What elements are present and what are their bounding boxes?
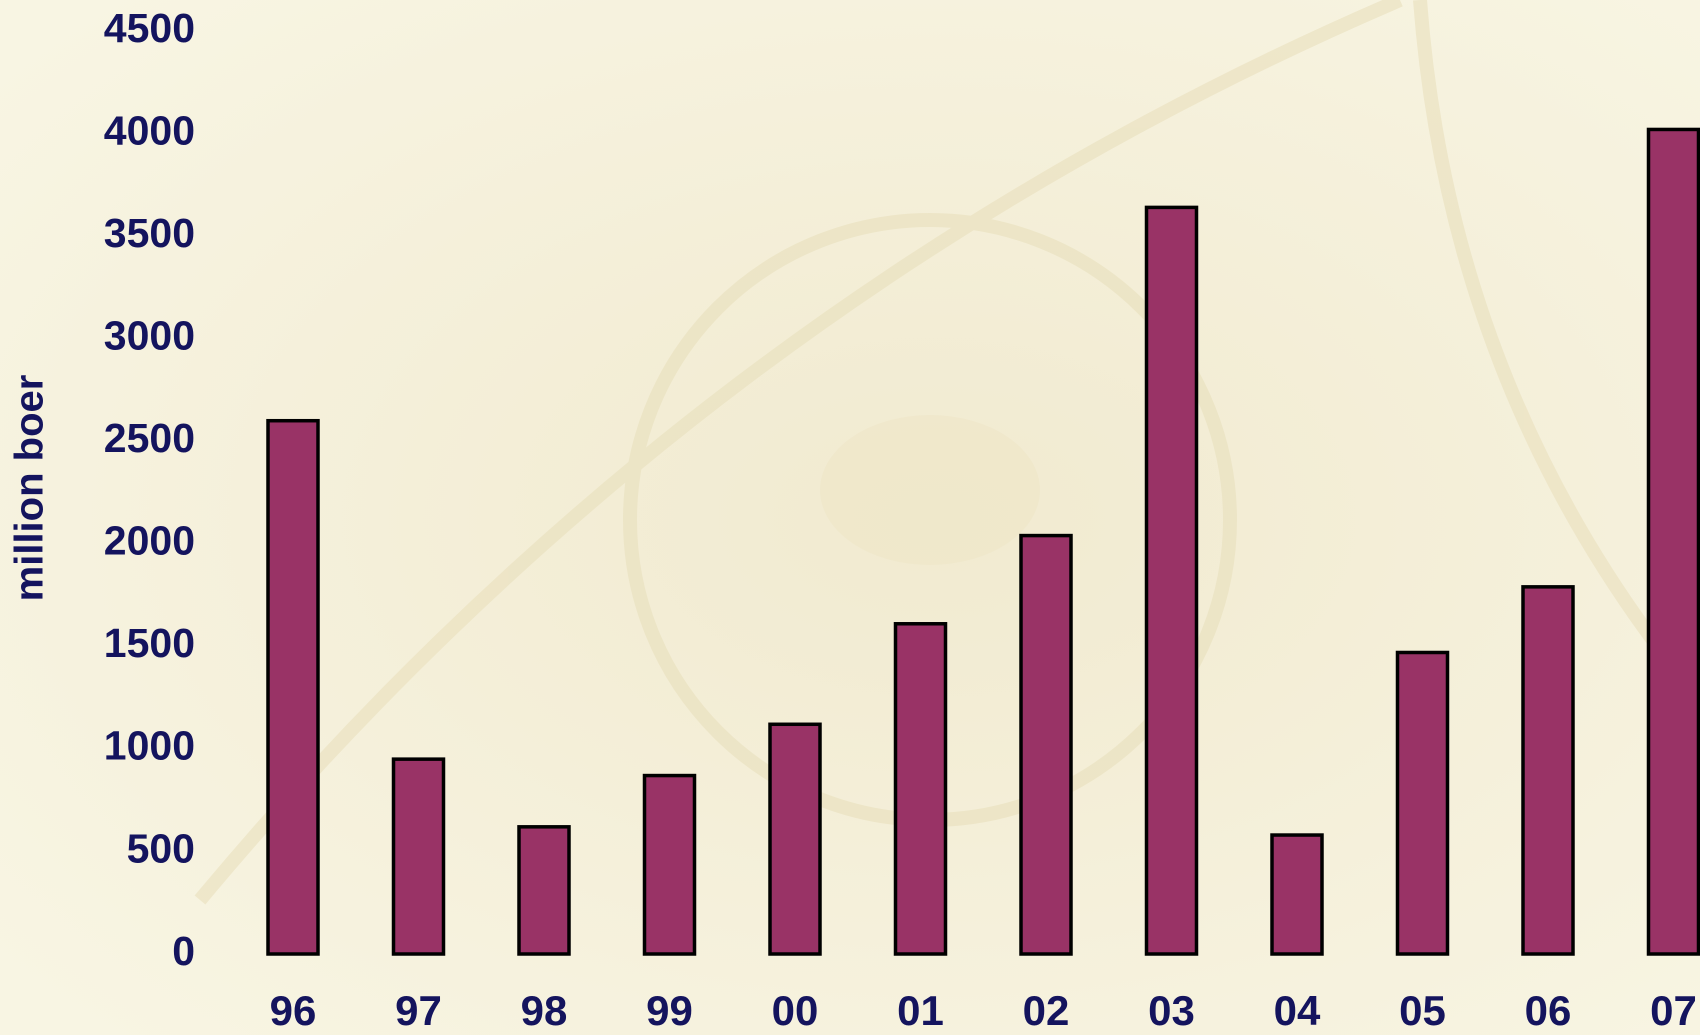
x-tick-label: 03 bbox=[1148, 987, 1195, 1034]
bar bbox=[1646, 127, 1700, 956]
x-tick-label: 98 bbox=[521, 987, 568, 1034]
x-tick-label: 05 bbox=[1399, 987, 1446, 1034]
x-tick-label: 06 bbox=[1525, 987, 1572, 1034]
y-tick-label: 3000 bbox=[104, 312, 195, 358]
x-tick-label: 96 bbox=[270, 987, 317, 1034]
bar bbox=[893, 622, 948, 956]
x-tick-label: 07 bbox=[1650, 987, 1697, 1034]
y-tick-label: 4500 bbox=[104, 5, 195, 51]
bar bbox=[768, 722, 822, 956]
y-tick-label: 2500 bbox=[104, 415, 195, 461]
y-tick-label: 2000 bbox=[104, 518, 195, 564]
y-tick-label: 500 bbox=[127, 825, 195, 871]
y-tick-label: 3500 bbox=[104, 210, 195, 256]
bar bbox=[1521, 585, 1575, 956]
y-tick-label: 1500 bbox=[104, 620, 195, 666]
x-tick-label: 01 bbox=[897, 987, 944, 1034]
bar bbox=[266, 418, 320, 956]
bar bbox=[642, 773, 697, 956]
y-axis-label: million boer bbox=[8, 375, 52, 602]
y-tick-label: 0 bbox=[172, 928, 195, 974]
x-tick-label: 97 bbox=[395, 987, 442, 1034]
x-tick-label: 99 bbox=[646, 987, 693, 1034]
y-tick-label: 1000 bbox=[104, 723, 195, 769]
bar bbox=[517, 825, 571, 956]
bar bbox=[1270, 833, 1324, 956]
bar bbox=[1019, 533, 1073, 956]
x-tick-label: 02 bbox=[1023, 987, 1070, 1034]
x-tick-label: 04 bbox=[1274, 987, 1321, 1034]
bar bbox=[1144, 205, 1199, 956]
x-tick-label: 00 bbox=[772, 987, 819, 1034]
y-tick-label: 4000 bbox=[104, 107, 195, 153]
bar bbox=[391, 757, 446, 956]
bar bbox=[1395, 650, 1450, 956]
